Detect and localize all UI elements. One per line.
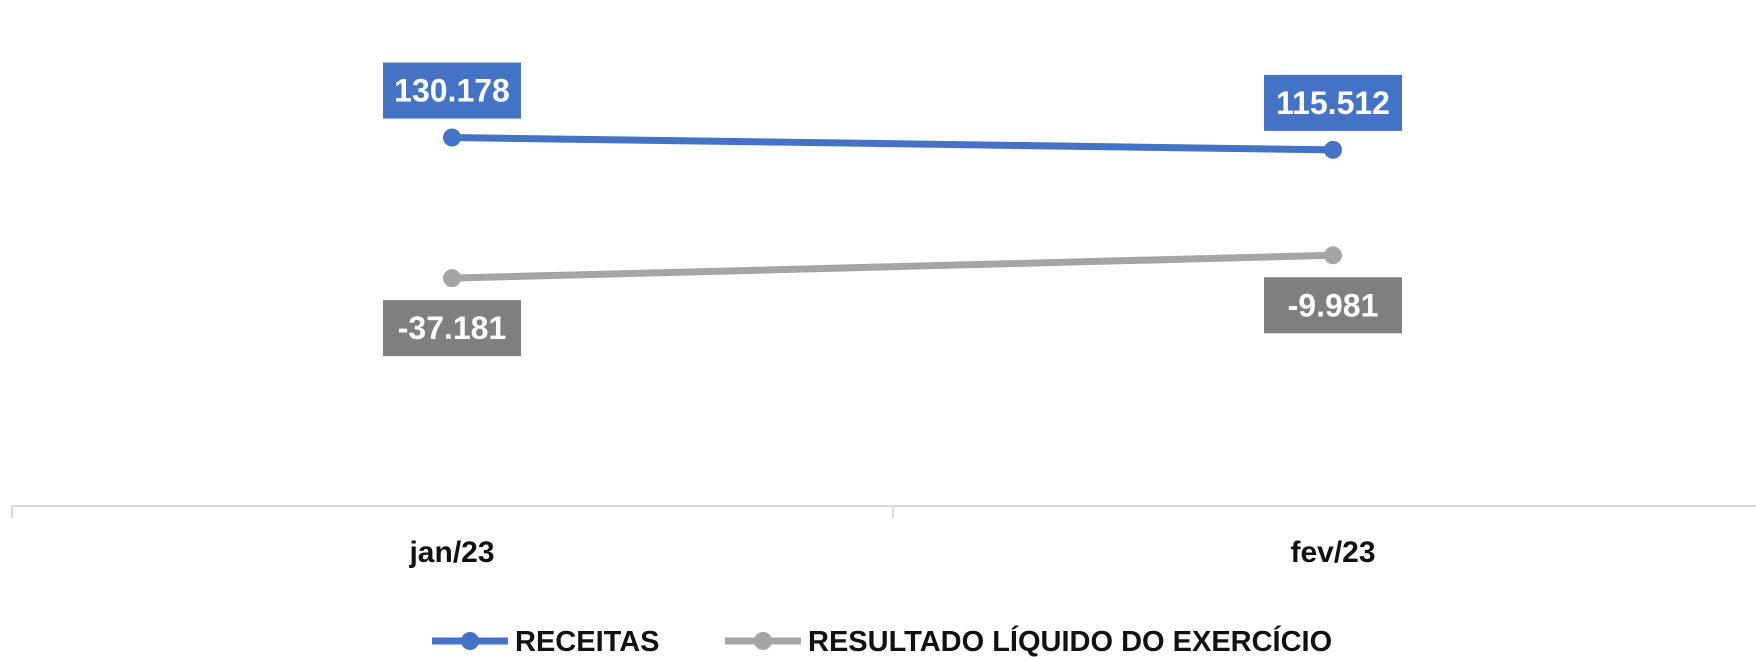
data-label-text: 130.178 [394,73,510,109]
legend-point-marker [754,632,772,650]
data-label: 115.512 [1264,74,1402,131]
data-label-text: -9.981 [1288,287,1379,323]
data-label: -9.981 [1264,277,1402,334]
data-label-text: -37.181 [398,310,507,346]
x-tick-label: fev/23 [1290,536,1375,569]
x-tick-labels: jan/23 fev/23 [408,536,1375,569]
x-tick-label: jan/23 [408,536,494,569]
legend-label: RECEITAS [515,626,659,657]
data-point [443,128,461,147]
data-point [1324,140,1342,159]
data-label: -37.181 [383,300,521,357]
data-label: 130.178 [383,62,521,119]
x-axis-ticks [11,506,894,518]
data-label-box [383,62,521,119]
data-labels-layer: 130.178 115.512 -37.181 -9.981 [383,62,1402,357]
legend: RECEITAS RESULTADO LÍQUIDO DO EXERCÍCIO [432,624,1332,657]
data-point [1324,246,1342,265]
legend-item: RECEITAS [432,626,659,657]
legend-label: RESULTADO LÍQUIDO DO EXERCÍCIO [808,624,1332,657]
data-label-box [1264,74,1402,131]
data-label-text: 115.512 [1276,85,1390,121]
series-layer [443,128,1342,288]
data-label-box [1264,277,1402,334]
series-line [448,134,1337,154]
legend-item: RESULTADO LÍQUIDO DO EXERCÍCIO [725,624,1332,657]
legend-point-marker [461,632,479,650]
data-label-box [383,300,521,357]
series-line [448,251,1337,282]
data-point [443,269,461,288]
